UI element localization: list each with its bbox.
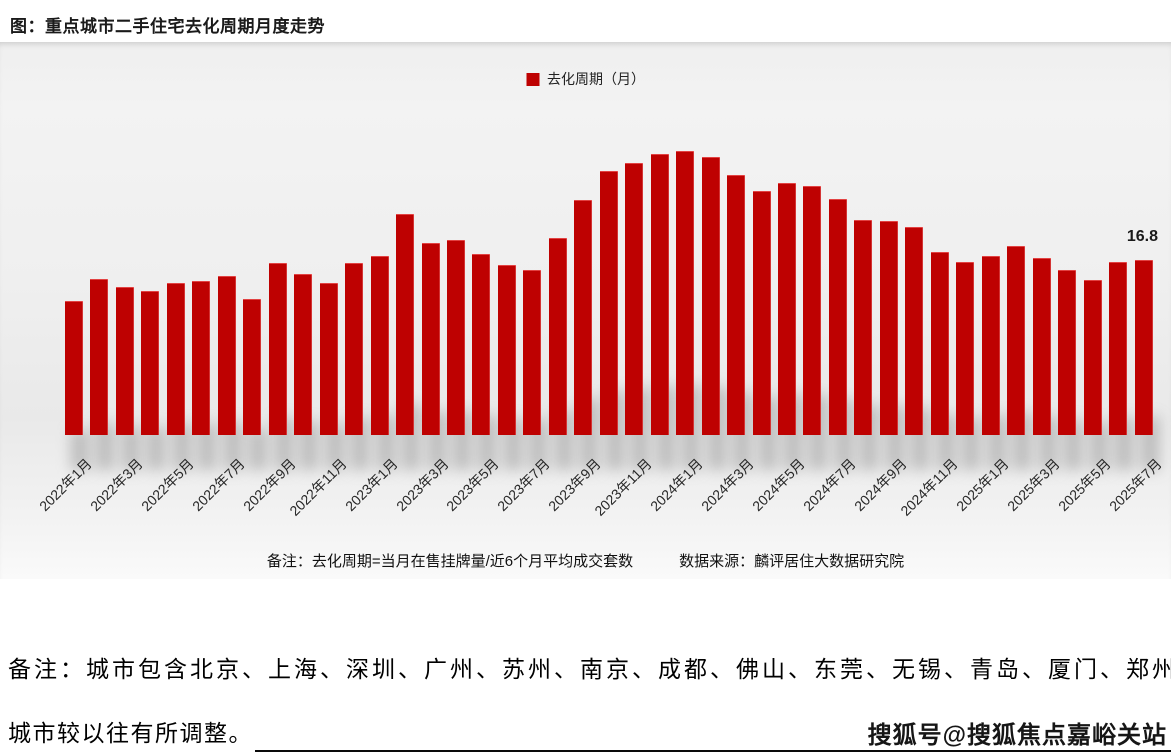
bar [447, 240, 465, 435]
bar [116, 287, 134, 435]
bar [1058, 270, 1076, 435]
bar [753, 191, 771, 435]
bar [422, 243, 440, 435]
bar [218, 276, 236, 435]
bar [141, 291, 159, 435]
bar [1007, 246, 1025, 435]
legend-label: 去化周期（月） [547, 71, 645, 87]
bar [523, 270, 541, 435]
chart-panel: 去化周期（月） 2022年1月 2022年3月 2022年5月 2022年7月 2022… [0, 42, 1171, 579]
bar [600, 171, 618, 435]
bar-shadow [122, 426, 140, 470]
bar [396, 214, 414, 435]
bar [1084, 280, 1102, 435]
bar-shadow [71, 430, 89, 470]
bar [931, 252, 949, 435]
bar-shadow [198, 424, 216, 470]
bar-shadow [173, 424, 191, 470]
bar [956, 262, 974, 435]
bar [294, 274, 312, 435]
bar [702, 157, 720, 435]
bar [727, 175, 745, 435]
last-value-label: 16.8 [1126, 228, 1158, 245]
bar [803, 186, 821, 435]
legend-swatch [526, 72, 539, 86]
bottom-divider [255, 750, 1171, 752]
bar [371, 256, 389, 435]
bar [905, 227, 923, 435]
bar [192, 281, 210, 435]
bar [625, 163, 643, 435]
bar [574, 200, 592, 435]
bar [345, 263, 363, 435]
legend: 去化周期（月） [526, 69, 645, 89]
footnote-note: 备注：去化周期=当月在售挂牌量/近6个月平均成交套数 [266, 553, 634, 570]
bar [1135, 260, 1153, 435]
bar-shadow [326, 424, 344, 470]
bar [676, 151, 694, 435]
bar [498, 265, 516, 435]
bar [651, 154, 669, 435]
bar [167, 283, 185, 435]
bar [1033, 258, 1051, 435]
bar [269, 263, 287, 435]
bottom-note-line1: 备注：城市包含北京、上海、深圳、广州、苏州、南京、成都、佛山、东莞、无锡、青岛、… [8, 657, 1171, 682]
bar [90, 279, 108, 435]
bar [778, 183, 796, 435]
bar [829, 199, 847, 435]
bar [880, 221, 898, 435]
watermark: 搜狐号@搜狐焦点嘉峪关站 [867, 722, 1167, 749]
bar [65, 301, 83, 435]
chart-title: 图：重点城市二手住宅去化周期月度走势 [10, 17, 325, 36]
footnote-source: 数据来源：麟评居住大数据研究院 [679, 553, 905, 570]
bar [982, 256, 1000, 435]
bar [549, 238, 567, 435]
bar [472, 254, 490, 435]
bar [243, 299, 261, 435]
bar-shadow [249, 429, 267, 470]
bar [854, 220, 872, 435]
bottom-note-line2: 城市较以往有所调整。 [8, 721, 253, 746]
bar-shadow [147, 427, 165, 470]
bar [1109, 262, 1127, 435]
bar [320, 283, 338, 435]
chart-footnote: 备注：去化周期=当月在售挂牌量/近6个月平均成交套数 数据来源：麟评居住大数据研… [0, 550, 1171, 571]
